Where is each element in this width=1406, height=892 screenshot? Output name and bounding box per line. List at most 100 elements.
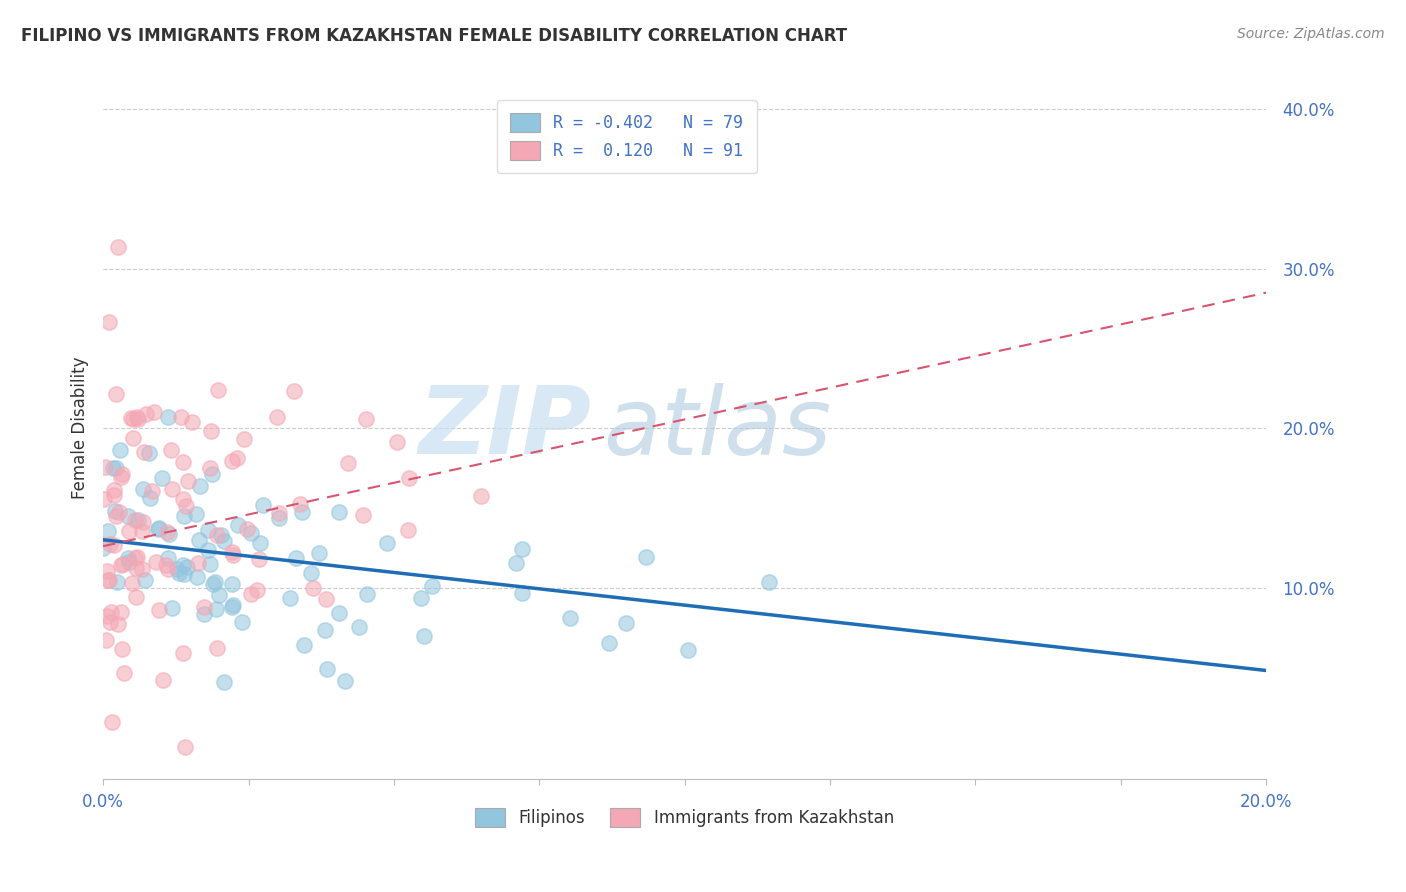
Point: [283, 384, 305, 398]
Point: [470, 489, 492, 503]
Point: [221, 576, 243, 591]
Point: [356, 587, 378, 601]
Point: [176, 560, 198, 574]
Point: [173, 508, 195, 523]
Point: [292, 638, 315, 652]
Point: [188, 479, 211, 493]
Point: [160, 443, 183, 458]
Point: [135, 407, 157, 421]
Point: [141, 484, 163, 499]
Point: [184, 507, 207, 521]
Point: [187, 557, 209, 571]
Point: [249, 536, 271, 550]
Point: [107, 616, 129, 631]
Point: [170, 410, 193, 425]
Text: Source: ZipAtlas.com: Source: ZipAtlas.com: [1237, 27, 1385, 41]
Point: [187, 533, 209, 547]
Point: [212, 534, 235, 549]
Point: [221, 600, 243, 615]
Point: [156, 410, 179, 425]
Point: [120, 411, 142, 425]
Point: [316, 662, 339, 676]
Text: FILIPINO VS IMMIGRANTS FROM KAZAKHSTAN FEMALE DISABILITY CORRELATION CHART: FILIPINO VS IMMIGRANTS FROM KAZAKHSTAN F…: [21, 27, 848, 45]
Point: [352, 508, 374, 522]
Point: [152, 673, 174, 687]
Point: [166, 562, 188, 576]
Point: [614, 615, 637, 630]
Point: [118, 555, 141, 569]
Point: [278, 591, 301, 605]
Point: [299, 566, 322, 581]
Point: [233, 432, 256, 446]
Point: [125, 590, 148, 604]
Point: [105, 508, 128, 523]
Point: [202, 577, 225, 591]
Point: [156, 551, 179, 566]
Point: [240, 526, 263, 541]
Point: [288, 497, 311, 511]
Point: [124, 513, 146, 527]
Point: [510, 541, 533, 556]
Point: [96, 524, 118, 538]
Point: [174, 499, 197, 513]
Point: [101, 460, 124, 475]
Point: [226, 450, 249, 465]
Point: [127, 412, 149, 426]
Point: [505, 556, 527, 570]
Point: [138, 446, 160, 460]
Point: [103, 488, 125, 502]
Point: [105, 575, 128, 590]
Point: [118, 524, 141, 539]
Point: [172, 454, 194, 468]
Point: [134, 573, 156, 587]
Point: [107, 240, 129, 254]
Point: [252, 498, 274, 512]
Legend: Filipinos, Immigrants from Kazakhstan: Filipinos, Immigrants from Kazakhstan: [468, 801, 901, 834]
Point: [200, 425, 222, 439]
Point: [328, 505, 350, 519]
Point: [111, 558, 134, 572]
Text: atlas: atlas: [603, 383, 831, 474]
Point: [93, 541, 115, 556]
Point: [112, 665, 135, 680]
Point: [301, 581, 323, 595]
Point: [247, 552, 270, 566]
Point: [101, 714, 124, 729]
Point: [145, 555, 167, 569]
Point: [193, 599, 215, 614]
Point: [512, 585, 534, 599]
Point: [409, 591, 432, 605]
Point: [127, 549, 149, 564]
Point: [236, 522, 259, 536]
Point: [127, 410, 149, 425]
Point: [172, 492, 194, 507]
Point: [132, 515, 155, 529]
Point: [124, 550, 146, 565]
Point: [558, 611, 581, 625]
Point: [314, 623, 336, 637]
Point: [205, 640, 228, 655]
Point: [354, 412, 377, 426]
Point: [131, 524, 153, 538]
Point: [758, 575, 780, 590]
Point: [266, 409, 288, 424]
Point: [398, 471, 420, 485]
Point: [111, 467, 134, 482]
Point: [201, 467, 224, 481]
Point: [104, 504, 127, 518]
Point: [132, 445, 155, 459]
Point: [676, 643, 699, 657]
Point: [108, 443, 131, 458]
Point: [420, 579, 443, 593]
Point: [167, 566, 190, 580]
Point: [204, 574, 226, 589]
Point: [97, 573, 120, 587]
Point: [193, 607, 215, 622]
Point: [155, 558, 177, 572]
Point: [117, 508, 139, 523]
Point: [121, 576, 143, 591]
Point: [315, 591, 337, 606]
Point: [96, 608, 118, 623]
Point: [157, 562, 180, 576]
Point: [98, 537, 121, 551]
